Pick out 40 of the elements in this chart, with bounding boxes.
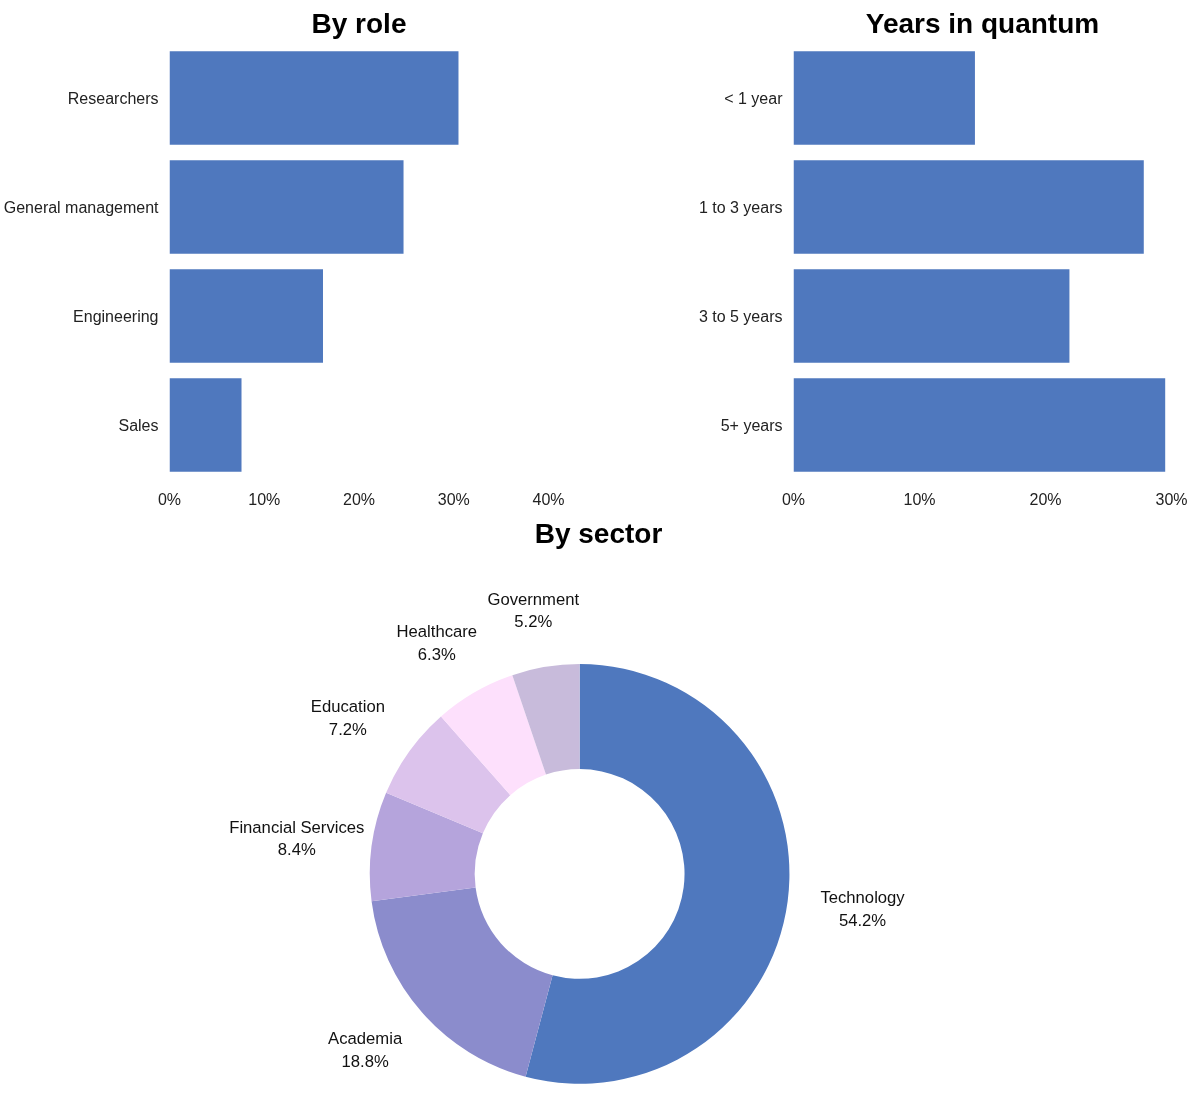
y-tick-label: Researchers [67, 89, 159, 107]
y-tick-label: Sales [118, 416, 159, 434]
bar [793, 160, 1144, 254]
data-label: 8.4% [277, 840, 316, 860]
data-label: 18.8% [341, 1051, 389, 1071]
slice-label: Financial Services [229, 817, 365, 837]
x-tick-label: 10% [903, 490, 936, 508]
data-label: 7.2% [328, 720, 368, 740]
x-tick-label: 0% [781, 490, 806, 508]
data-label: 5.2% [514, 612, 553, 632]
x-tick-label: 30% [437, 490, 470, 508]
x-tick-label: 30% [1155, 490, 1188, 508]
data-label: 54.2% [838, 910, 887, 930]
x-tick-label: 20% [1029, 490, 1062, 508]
bar [793, 378, 1166, 472]
data-label: 6.3% [417, 644, 456, 664]
x-tick-label: 10% [248, 490, 281, 508]
x-tick-label: 20% [342, 490, 376, 508]
slice-label: Education [310, 697, 385, 717]
slice-label: Academia [328, 1029, 403, 1049]
y-tick-label: 5+ years [720, 416, 783, 434]
slice-label: Technology [820, 887, 906, 907]
bar [169, 51, 459, 145]
bar [169, 269, 323, 363]
y-tick-label: < 1 year [724, 89, 784, 107]
chart-title: By sector [534, 517, 663, 549]
bar [169, 378, 242, 472]
chart-title: By role [311, 7, 407, 39]
y-tick-label: Engineering [73, 307, 159, 325]
bar [793, 269, 1070, 363]
x-tick-label: 40% [532, 490, 565, 508]
slice-label: Healthcare [396, 621, 478, 641]
slice-label: Government [487, 589, 580, 609]
chart-title: Years in quantum [865, 7, 1100, 39]
y-tick-label: 3 to 5 years [698, 307, 783, 325]
bar [169, 160, 404, 254]
y-tick-label: General management [3, 198, 160, 216]
x-tick-label: 0% [157, 490, 182, 508]
bar [793, 51, 975, 145]
y-tick-label: 1 to 3 years [698, 198, 783, 216]
